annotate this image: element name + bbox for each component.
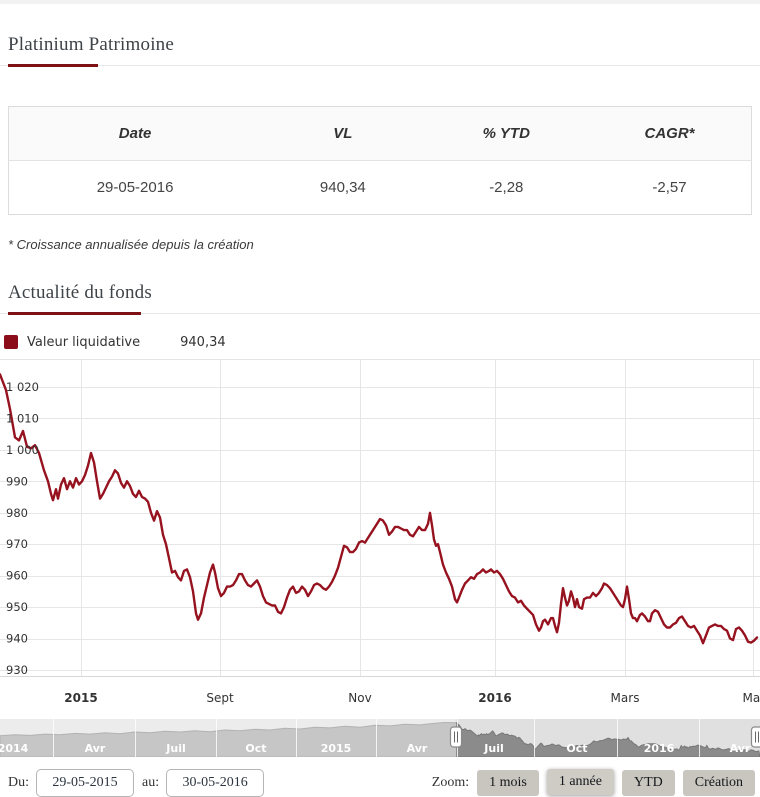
- vl-line-chart[interactable]: 1 020 1 010 1 000 990 980 970 960 950 940 930: [0, 358, 760, 680]
- y-axis-label: 1 000: [6, 443, 39, 457]
- to-date-input[interactable]: [166, 769, 264, 797]
- zoom-buttons: 1 mois 1 année YTD Création: [469, 770, 755, 796]
- title-rule: [0, 65, 760, 66]
- y-axis-label: 980: [6, 506, 28, 520]
- table-header-row: Date VL % YTD CAGR*: [9, 107, 752, 161]
- zoom-label: Zoom:: [432, 775, 469, 791]
- navigator-tick-label: Oct: [245, 742, 266, 755]
- legend-label: Valeur liquidative: [27, 335, 140, 350]
- navigator-tick-label: Juil: [165, 742, 185, 755]
- title-rule-accent: [8, 64, 98, 67]
- col-header-ytd: % YTD: [425, 107, 588, 161]
- chart-legend[interactable]: Valeur liquidative 940,34: [4, 334, 760, 350]
- cell-vl: 940,34: [261, 161, 424, 215]
- x-axis-label: Mai: [742, 691, 760, 705]
- table-footnote: * Croissance annualisée depuis la créati…: [8, 237, 752, 252]
- cell-cagr: -2,57: [588, 161, 751, 215]
- chart-navigator[interactable]: 2014 Avr Juil Oct 2015 Avr Juil Oct 2016 Avr: [0, 719, 760, 757]
- from-date-label: Du:: [8, 775, 29, 791]
- navigator-left-handle[interactable]: [451, 727, 462, 747]
- x-axis-label: Sept: [206, 691, 233, 705]
- section-rule: [0, 313, 760, 314]
- navigator-tick-label: Avr: [407, 742, 428, 755]
- zoom-button-1annee[interactable]: 1 année: [547, 769, 614, 795]
- x-axis-label: Nov: [348, 691, 371, 705]
- x-axis-label: 2016: [478, 691, 511, 705]
- page-title: Platinium Patrimoine: [8, 34, 752, 56]
- from-date-input[interactable]: [36, 769, 134, 797]
- navigator-tick-label: 2016: [644, 742, 675, 755]
- y-axis-label: 950: [6, 600, 28, 614]
- cell-date: 29-05-2016: [9, 161, 262, 215]
- x-axis-label: Mars: [611, 691, 640, 705]
- vl-series-line: [0, 374, 757, 643]
- navigator-tick-label: Avr: [85, 742, 106, 755]
- navigator-tick-label: Oct: [566, 742, 587, 755]
- legend-swatch: [4, 335, 18, 349]
- x-axis-label: 2015: [64, 691, 97, 705]
- y-axis-label: 1 020: [6, 380, 39, 394]
- col-header-cagr: CAGR*: [588, 107, 751, 161]
- to-date-label: au:: [142, 775, 159, 791]
- zoom-button-ytd[interactable]: YTD: [622, 770, 675, 796]
- y-axis-label: 990: [6, 474, 28, 488]
- y-axis-label: 1 010: [6, 411, 39, 425]
- vl-summary-table: Date VL % YTD CAGR* 29-05-2016 940,34 -2…: [8, 106, 752, 215]
- navigator-tick-label: 2014: [0, 742, 29, 755]
- col-header-vl: VL: [261, 107, 424, 161]
- zoom-button-creation[interactable]: Création: [683, 770, 755, 796]
- section-rule-accent: [8, 312, 141, 315]
- y-axis-label: 960: [6, 569, 28, 583]
- navigator-tick-label: Juil: [483, 742, 503, 755]
- col-header-date: Date: [9, 107, 262, 161]
- section-title-actualite: Actualité du fonds: [8, 282, 752, 304]
- navigator-tick-label: 2015: [321, 742, 352, 755]
- legend-value: 940,34: [180, 335, 226, 350]
- navigator-right-handle[interactable]: [752, 727, 760, 747]
- y-axis-label: 970: [6, 537, 28, 551]
- range-controls: Du: au: Zoom: 1 mois 1 année YTD Créatio…: [0, 769, 760, 797]
- y-axis-label: 930: [6, 663, 28, 677]
- table-row: 29-05-2016 940,34 -2,28 -2,57: [9, 161, 752, 215]
- navigator-tick-label: Avr: [730, 742, 751, 755]
- zoom-button-1mois[interactable]: 1 mois: [477, 770, 539, 796]
- y-axis-label: 940: [6, 632, 28, 646]
- x-axis-labels: 2015 Sept Nov 2016 Mars Mai: [0, 685, 760, 711]
- page-top-strip: [0, 0, 760, 4]
- cell-ytd: -2,28: [425, 161, 588, 215]
